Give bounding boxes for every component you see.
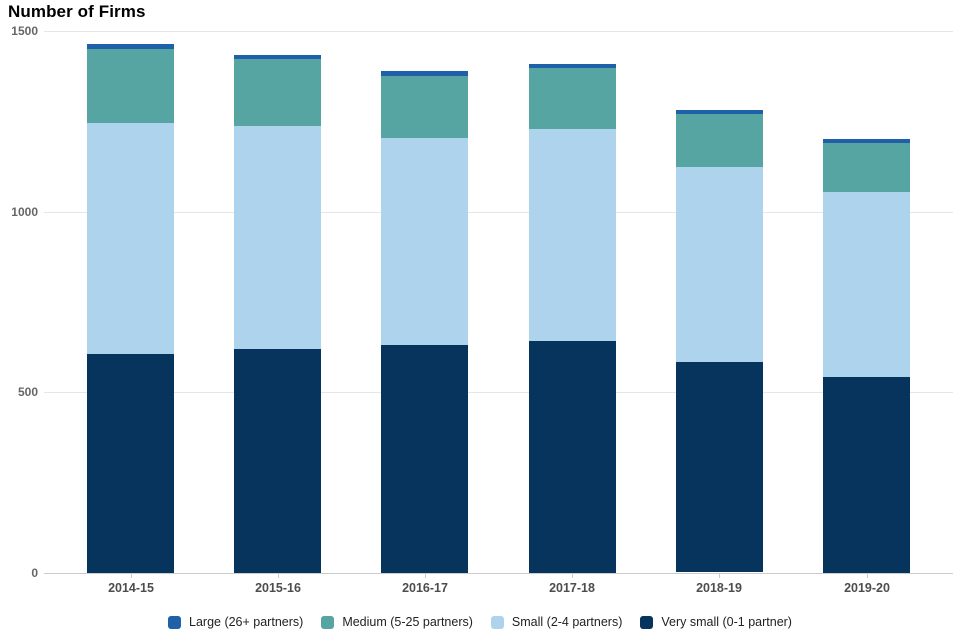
bar-2016-17 [381,71,468,573]
bar-2014-15 [87,44,174,573]
x-axis-label-2016-17: 2016-17 [402,581,448,595]
x-axis-tick-2014-15 [131,573,132,578]
legend-label: Medium (5-25 partners) [342,615,473,629]
segment-medium-2019-20[interactable] [823,143,910,192]
chart-title: Number of Firms [8,2,146,21]
segment-large-2018-19[interactable] [676,110,763,114]
x-axis-label-2019-20: 2019-20 [844,581,890,595]
x-axis-tick-2018-19 [719,573,720,578]
bar-2019-20 [823,139,910,573]
legend-item-very[interactable]: Very small (0-1 partner) [640,615,792,629]
y-axis-tick-label-0: 0 [31,566,38,580]
y-axis-tick-label-500: 500 [17,385,38,399]
segment-small-2019-20[interactable] [823,192,910,377]
x-axis-label-2015-16: 2015-16 [255,581,301,595]
segment-large-2017-18[interactable] [529,64,616,68]
segment-medium-2014-15[interactable] [87,49,174,123]
segment-very-2018-19[interactable] [676,362,763,572]
segment-large-2019-20[interactable] [823,139,910,143]
legend-label: Large (26+ partners) [189,615,304,629]
legend-item-small[interactable]: Small (2-4 partners) [490,615,623,629]
y-axis-tick-label-1000: 1000 [11,205,38,219]
segment-small-2015-16[interactable] [234,126,321,349]
segment-small-2014-15[interactable] [87,123,174,354]
x-axis-tick-2016-17 [425,573,426,578]
segment-medium-2018-19[interactable] [676,114,763,167]
segment-medium-2016-17[interactable] [381,76,468,138]
x-axis-tick-2017-18 [572,573,573,578]
legend-swatch-icon [321,615,335,629]
legend-swatch-icon [168,615,181,629]
gridline-0 [44,573,953,574]
segment-medium-2015-16[interactable] [234,59,321,126]
segment-small-2018-19[interactable] [676,167,763,362]
segment-large-2014-15[interactable] [87,44,174,49]
x-axis-label-2017-18: 2017-18 [549,581,595,595]
segment-very-2019-20[interactable] [823,377,910,573]
gridline-1000 [44,212,953,213]
segment-very-2016-17[interactable] [381,345,468,573]
segment-large-2015-16[interactable] [234,55,321,59]
gridline-500 [44,392,953,393]
segment-very-2015-16[interactable] [234,349,321,573]
bar-2015-16 [234,55,321,573]
segment-medium-2017-18[interactable] [529,68,616,129]
legend-label: Small (2-4 partners) [511,615,623,629]
x-axis-label-2014-15: 2014-15 [108,581,154,595]
legend-item-medium[interactable]: Medium (5-25 partners) [321,615,473,629]
bar-2018-19 [676,110,763,572]
x-axis-label-2018-19: 2018-19 [696,581,742,595]
y-axis-tick-label-1500: 1500 [11,24,38,38]
x-axis-tick-2019-20 [867,573,868,578]
segment-very-2014-15[interactable] [87,354,174,573]
gridline-1500 [44,31,953,32]
segment-small-2017-18[interactable] [529,129,616,341]
legend: Large (26+ partners) Medium (5-25 partner… [0,609,960,635]
legend-label: Very small (0-1 partner) [661,615,792,629]
x-axis-tick-2015-16 [278,573,279,578]
segment-very-2017-18[interactable] [529,341,616,573]
bar-2017-18 [529,64,616,573]
legend-swatch-icon [490,615,504,629]
legend-swatch-icon [640,615,654,629]
legend-item-large[interactable]: Large (26+ partners) [168,615,303,629]
segment-large-2016-17[interactable] [381,71,468,76]
segment-small-2016-17[interactable] [381,138,468,345]
